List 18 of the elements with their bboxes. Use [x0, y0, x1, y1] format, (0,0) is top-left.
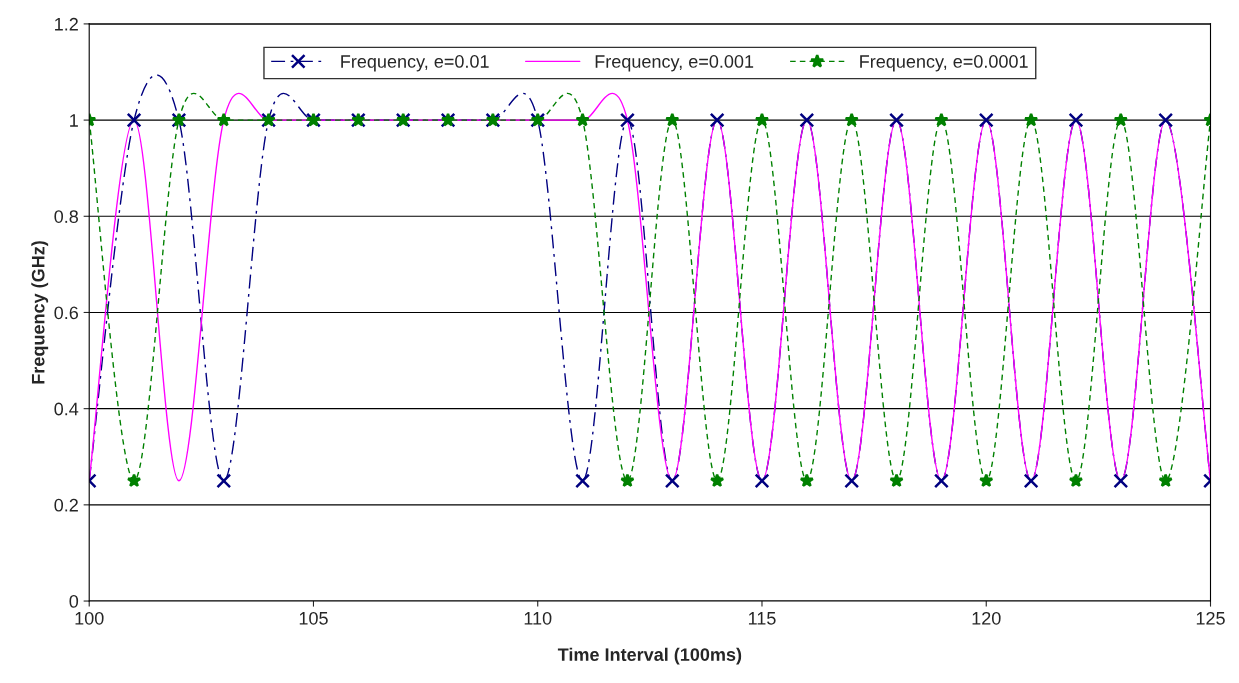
y-tick-label: 0.6: [54, 306, 78, 320]
x-tick-label: 125: [1196, 611, 1225, 625]
x-tick-label: 115: [748, 612, 776, 625]
x-tick-label: 105: [299, 611, 328, 625]
y-tick-label: 0.8: [54, 210, 79, 223]
y-tick-label: 0: [69, 594, 79, 608]
y-tick-label: 1: [70, 114, 78, 127]
x-tick-label: 120: [972, 611, 1001, 625]
legend-label: Frequency, e=0.01: [341, 55, 489, 72]
y-tick-label: 0.2: [54, 498, 78, 512]
x-axis-title: Time Interval (100ms): [557, 647, 742, 665]
legend-label: Frequency, e=0.001: [595, 55, 754, 72]
y-tick-label: 0.4: [54, 402, 79, 416]
y-axis-title: Frequency (GHz): [31, 241, 49, 384]
x-tick-label: 100: [75, 611, 104, 625]
legend-label: Frequency, e=0.0001: [860, 55, 1028, 72]
y-tick-label: 1.2: [55, 17, 78, 31]
x-tick-label: 110: [524, 611, 552, 625]
